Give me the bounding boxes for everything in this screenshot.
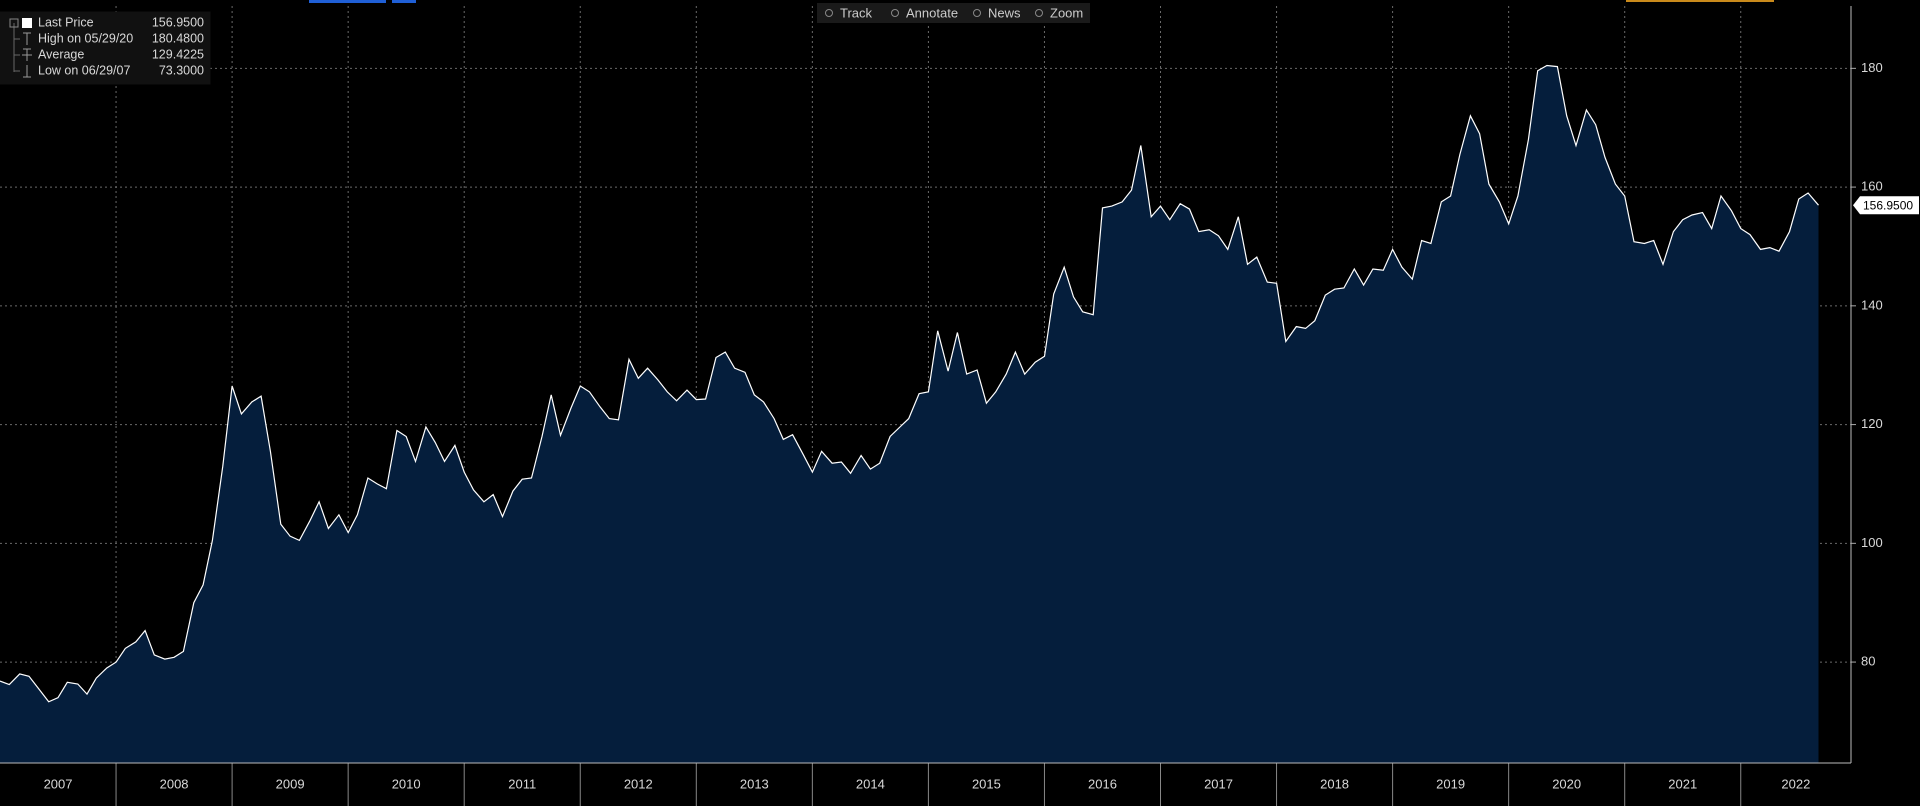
- button-label[interactable]: Track: [840, 5, 873, 20]
- button-label[interactable]: Annotate: [906, 5, 958, 20]
- button-icon[interactable]: [973, 9, 981, 17]
- legend-icon: [22, 48, 32, 61]
- legend-label: Last Price: [38, 15, 94, 29]
- x-tick-label: 2012: [624, 776, 653, 791]
- price-line: [0, 64, 1819, 703]
- x-tick-label: 2011: [508, 776, 536, 791]
- toolbar-button[interactable]: Annotate: [886, 4, 962, 22]
- x-tick-label: 2022: [1781, 776, 1810, 791]
- y-tick-label: 140: [1861, 297, 1883, 312]
- button-bg[interactable]: [968, 4, 1024, 22]
- button-icon[interactable]: [1035, 9, 1043, 17]
- legend-box: [0, 11, 211, 85]
- legend-value: 180.4800: [152, 31, 204, 45]
- y-tick-label: 180: [1861, 60, 1883, 75]
- x-tick-label: 2016: [1088, 776, 1117, 791]
- legend-tree: [13, 23, 20, 72]
- toolbar-button[interactable]: News: [968, 4, 1024, 22]
- y-tick-label: 80: [1861, 654, 1875, 669]
- legend-swatch: [22, 18, 32, 28]
- x-tick-label: 2015: [972, 776, 1001, 791]
- y-tick-label: 160: [1861, 179, 1883, 194]
- tab-indicator: [1626, 0, 1774, 2]
- button-bg[interactable]: [1030, 4, 1086, 22]
- toolbar-button[interactable]: Track: [820, 4, 880, 22]
- x-tick-label: 2021: [1668, 776, 1697, 791]
- y-tick-label: 100: [1861, 535, 1883, 550]
- x-tick-label: 2019: [1436, 776, 1465, 791]
- tab-indicator: [392, 0, 416, 3]
- x-tick-label: 2014: [856, 776, 885, 791]
- x-tick-label: 2007: [44, 776, 73, 791]
- y-tick-label: 120: [1861, 416, 1883, 431]
- button-bg[interactable]: [886, 4, 962, 22]
- x-tick-label: 2008: [160, 776, 189, 791]
- overlay: 156.9500 Last Price 156.9500 High on 05/29/…: [0, 3, 1919, 215]
- x-tick-label: 2018: [1320, 776, 1349, 791]
- button-bg[interactable]: [820, 4, 880, 22]
- button-icon[interactable]: [825, 9, 833, 17]
- legend-value: 73.3000: [159, 63, 204, 77]
- legend-value: 129.4225: [152, 47, 204, 61]
- legend-label: High on 05/29/20: [38, 31, 133, 45]
- legend-icon: [23, 65, 31, 78]
- x-tick-label: 2010: [392, 776, 421, 791]
- tab-indicator: [309, 0, 386, 3]
- x-tick-label: 2020: [1552, 776, 1581, 791]
- legend-label: Low on 06/29/07: [38, 63, 130, 77]
- x-tick-label: 2017: [1204, 776, 1233, 791]
- legend-toggle[interactable]: [9, 18, 19, 28]
- x-tick-label: 2013: [740, 776, 769, 791]
- last-price-tag: [1853, 196, 1919, 215]
- last-price-label: 156.9500: [1863, 198, 1913, 212]
- plot-area: 80 100 120 140 160 180 2007 2008 2009 2010 2011 201…: [0, 6, 1883, 806]
- button-icon[interactable]: [891, 9, 899, 17]
- legend-value: 156.9500: [152, 15, 204, 29]
- legend-icon: [23, 32, 31, 45]
- button-label[interactable]: Zoom: [1050, 5, 1083, 20]
- x-tick-label: 2009: [276, 776, 305, 791]
- legend-label: Average: [38, 47, 84, 61]
- button-label[interactable]: News: [988, 5, 1021, 20]
- area-fill: [0, 65, 1819, 763]
- toolbar-button[interactable]: Zoom: [1030, 4, 1086, 22]
